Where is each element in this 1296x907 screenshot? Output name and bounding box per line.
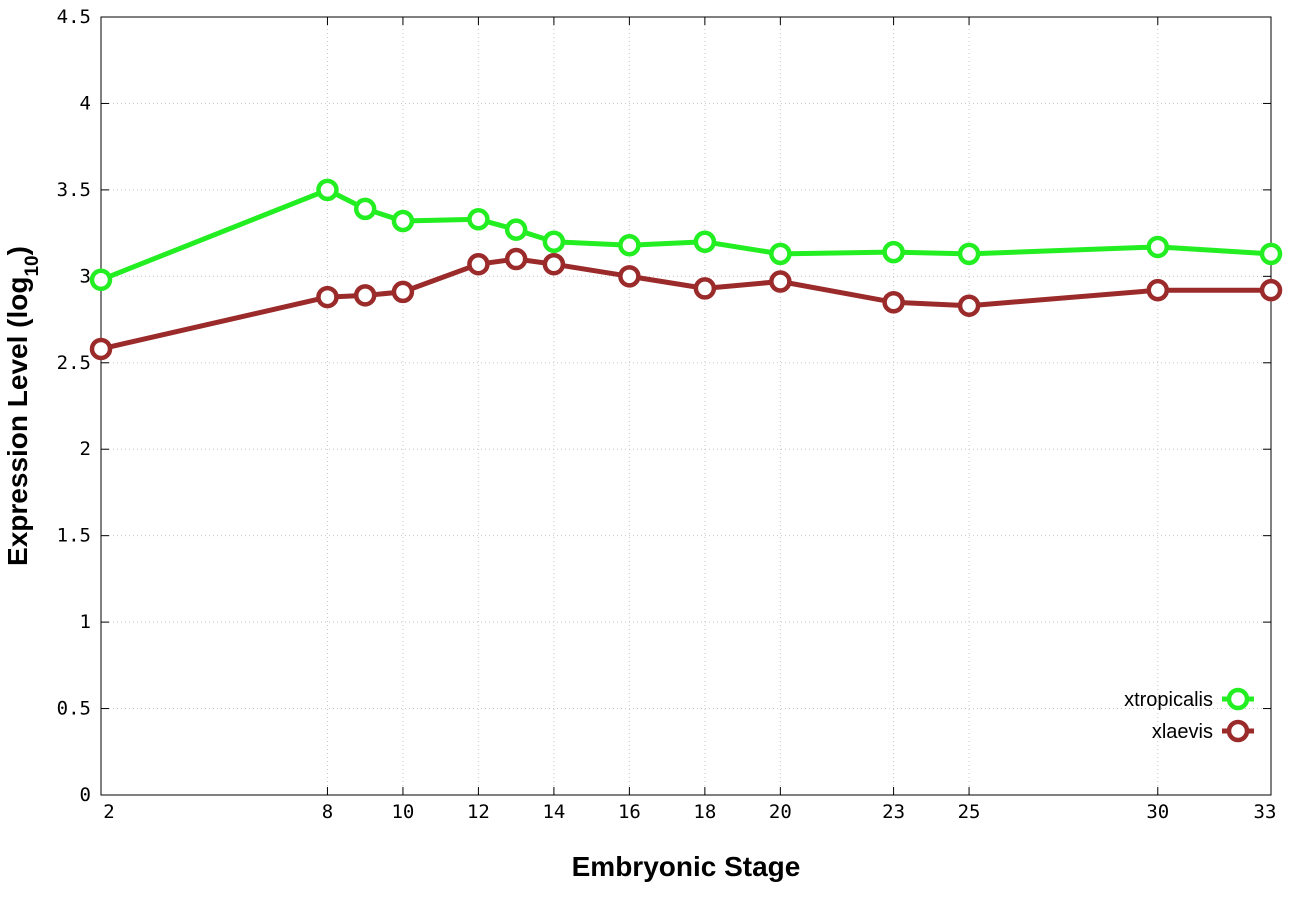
y-tick-label: 2: [80, 438, 91, 460]
series-xtropicalis: [89, 178, 1283, 292]
y-tick-label: 0: [80, 784, 91, 806]
x-axis-title: Embryonic Stage: [572, 851, 801, 882]
data-point-xtropicalis: [618, 233, 641, 257]
data-point-xlaevis: [1146, 278, 1170, 302]
data-point-xtropicalis: [391, 209, 415, 233]
data-point-xlaevis: [504, 247, 528, 271]
data-point-xtropicalis: [542, 230, 566, 254]
x-tick-label: 18: [693, 801, 716, 823]
data-point-xtropicalis: [769, 242, 792, 266]
data-point-xlaevis: [957, 294, 981, 317]
x-tick-label: 30: [1146, 801, 1169, 823]
legend-swatch-marker-xlaevis: [1226, 719, 1250, 743]
x-tick-label: 8: [322, 801, 333, 823]
data-point-xtropicalis: [1259, 242, 1283, 266]
plot-frame: [100, 16, 1272, 796]
data-point-xlaevis: [618, 265, 641, 288]
y-tick-label: 4: [80, 92, 91, 114]
x-tick-label: 25: [958, 801, 981, 823]
y-tick-label: 1.5: [57, 525, 91, 547]
y-tick-label: 3.5: [57, 179, 91, 201]
x-tick-label: 12: [467, 801, 490, 823]
y-tick-label: 3: [80, 265, 91, 287]
y-tick-label: 1: [80, 611, 91, 633]
series-layer: [89, 178, 1283, 361]
data-point-xtropicalis: [693, 230, 717, 254]
series-line-xtropicalis: [100, 187, 1272, 283]
x-tick-label: 20: [769, 801, 792, 823]
data-point-xtropicalis: [882, 240, 905, 264]
x-tick-label: 33: [1254, 801, 1277, 823]
data-point-xlaevis: [769, 270, 792, 293]
x-tick-label: 23: [882, 801, 905, 823]
data-point-xlaevis: [467, 252, 490, 276]
legend-label-xlaevis: xlaevis: [1152, 721, 1213, 743]
y-tick-label: 4.5: [57, 6, 91, 28]
y-axis-title-close: ): [2, 246, 33, 255]
data-point-xtropicalis: [1146, 235, 1170, 259]
data-point-xtropicalis: [316, 178, 339, 202]
data-point-xtropicalis: [957, 242, 981, 266]
y-axis-title: Expression Level (log10): [2, 246, 43, 566]
y-axis-title-main: Expression Level (log: [2, 277, 33, 566]
legend-swatch-marker-xtropicalis: [1226, 687, 1250, 711]
data-point-xlaevis: [89, 337, 113, 361]
data-point-xtropicalis: [504, 218, 528, 241]
data-point-xtropicalis: [467, 208, 490, 231]
legend: xtropicalis xlaevis: [1124, 687, 1254, 743]
x-tick-label: 14: [542, 801, 565, 823]
data-point-xlaevis: [882, 291, 905, 314]
y-tick-label: 0.5: [57, 698, 91, 720]
data-point-xlaevis: [353, 284, 377, 307]
x-tick-label: 2: [103, 801, 114, 823]
data-point-xtropicalis: [353, 197, 377, 221]
data-point-xlaevis: [391, 280, 415, 304]
data-point-xlaevis: [1259, 278, 1283, 302]
data-point-xtropicalis: [89, 268, 113, 292]
x-tick-label: 16: [618, 801, 641, 823]
tick-layer: 0 0.5 1 1.5 2 2.5 3 3.5 4 4.5 2 8 10 12 14 16 18 20 23 25 30…: [57, 6, 1277, 823]
data-point-xlaevis: [542, 252, 566, 276]
grid-layer: [101, 17, 1271, 795]
y-axis-title-subscript: 10: [22, 255, 43, 276]
legend-label-xtropicalis: xtropicalis: [1124, 689, 1213, 711]
data-point-xlaevis: [693, 277, 717, 300]
y-tick-label: 2.5: [57, 352, 91, 374]
series-xlaevis: [89, 247, 1283, 361]
series-line-xlaevis: [100, 256, 1271, 352]
x-tick-label: 10: [391, 801, 414, 823]
data-point-xlaevis: [316, 285, 339, 309]
